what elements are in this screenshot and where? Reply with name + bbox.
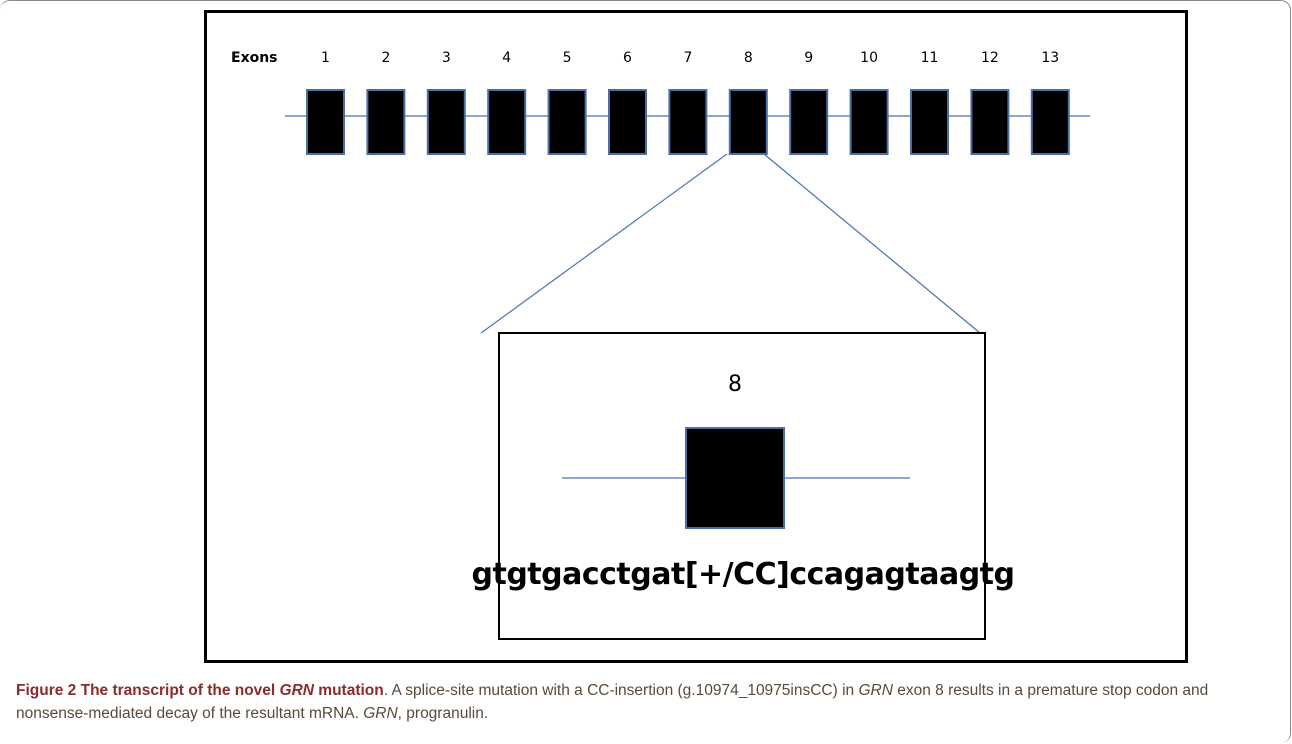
exon-number-11: 11 — [921, 50, 939, 66]
exon-box-11 — [910, 89, 949, 155]
exon-box-5 — [547, 89, 587, 155]
zoomed-exon-box — [685, 427, 785, 529]
exon-number-6: 6 — [623, 50, 632, 66]
exon-number-1: 1 — [321, 50, 330, 66]
exon-box-7 — [668, 89, 708, 155]
exon-number-2: 2 — [381, 50, 390, 66]
mutation-sequence: gtgtgacctgat[+/CC]ccagagtaagtg — [472, 557, 1015, 592]
exon-number-13: 13 — [1041, 50, 1059, 66]
exons-label: Exons — [231, 50, 278, 66]
exon-box-8 — [728, 89, 768, 155]
caption-title-post: mutation — [314, 682, 384, 699]
exon-box-3 — [426, 89, 466, 155]
zoom-line-right — [763, 153, 981, 334]
exon-box-12 — [970, 89, 1010, 155]
exon-box-9 — [789, 89, 829, 155]
exon-box-2 — [366, 89, 406, 155]
caption-body-3: , progranulin. — [397, 705, 489, 722]
caption-body-1: . A splice-site mutation with a CC-inser… — [383, 682, 859, 699]
exon-number-9: 9 — [804, 50, 813, 66]
exon-box-10 — [849, 89, 889, 155]
exon-number-4: 4 — [502, 50, 511, 66]
zoomed-exon-number: 8 — [728, 372, 742, 397]
exon-number-12: 12 — [981, 50, 999, 66]
caption-title-pre: Figure 2 The transcript of the novel — [16, 682, 280, 699]
exon-box-1 — [306, 89, 345, 155]
zoom-box — [498, 332, 986, 640]
exon-box-4 — [487, 89, 527, 155]
exon-number-8: 8 — [744, 50, 753, 66]
caption-title-gene: GRN — [279, 682, 314, 699]
exon-number-3: 3 — [442, 50, 451, 66]
caption-title: Figure 2 The transcript of the novel GRN… — [16, 682, 384, 699]
exon-group: 1 2 3 4 5 6 7 8 9 10 11 12 13 — [306, 50, 1070, 155]
exon-number-10: 10 — [860, 50, 878, 66]
exon-box-6 — [608, 89, 647, 155]
exon-number-7: 7 — [683, 50, 692, 66]
zoom-line-left — [480, 153, 728, 334]
exon-number-5: 5 — [563, 50, 572, 66]
exon-box-13 — [1030, 89, 1070, 155]
caption-body-2: exon 8 results in a premature stop codon… — [16, 682, 1209, 722]
figure-caption: Figure 2 The transcript of the novel GRN… — [16, 679, 1278, 725]
caption-body-gene-2: GRN — [363, 705, 398, 722]
caption-body-gene-1: GRN — [858, 682, 893, 699]
